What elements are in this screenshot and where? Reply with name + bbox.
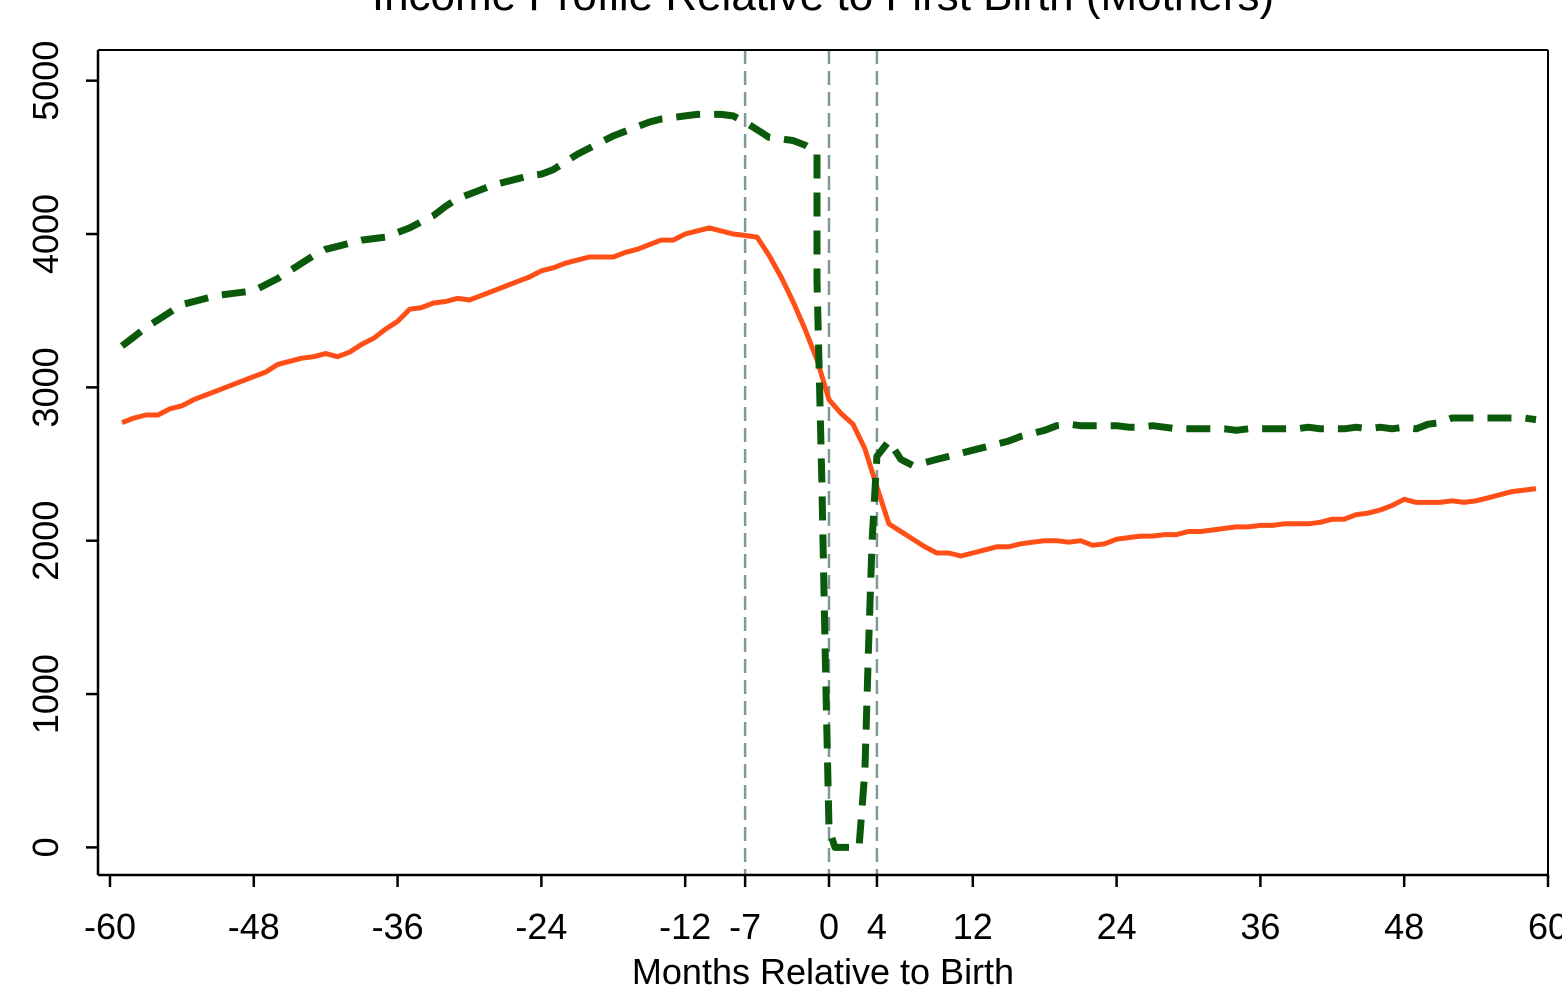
x-tick-label: -7	[729, 906, 761, 947]
x-tick-label: -24	[515, 906, 567, 947]
x-tick-label: 60	[1528, 906, 1562, 947]
reference-lines	[743, 50, 879, 875]
x-tick-label: -36	[372, 906, 424, 947]
x-tick-label: 36	[1240, 906, 1280, 947]
y-tick-label: 0	[25, 837, 66, 857]
x-tick-label: -12	[659, 906, 711, 947]
series-line-dashed	[119, 110, 1537, 851]
y-tick-label: 1000	[25, 654, 66, 734]
x-tick-label: -48	[228, 906, 280, 947]
x-tick-label: 4	[867, 906, 887, 947]
x-axis-label: Months Relative to Birth	[632, 951, 1014, 989]
x-tick-label: -60	[84, 906, 136, 947]
series-line-solid	[121, 225, 1537, 559]
series-layer	[119, 110, 1537, 851]
y-tick-label: 4000	[25, 194, 66, 274]
x-tick-label: 12	[953, 906, 993, 947]
y-tick-label: 2000	[25, 501, 66, 581]
y-tick-label: 3000	[25, 347, 66, 427]
chart-title: Income Profile Relative to First Birth (…	[372, 0, 1274, 20]
x-tick-label: 0	[819, 906, 839, 947]
y-tick-label: 5000	[25, 41, 66, 121]
x-tick-label: 24	[1097, 906, 1137, 947]
ticks: -60 -48 -36 -24 -12 -7 0 4 12 24 36 48 6001000200030…	[25, 41, 1562, 947]
axes	[96, 49, 1549, 877]
x-tick-label: 48	[1384, 906, 1424, 947]
